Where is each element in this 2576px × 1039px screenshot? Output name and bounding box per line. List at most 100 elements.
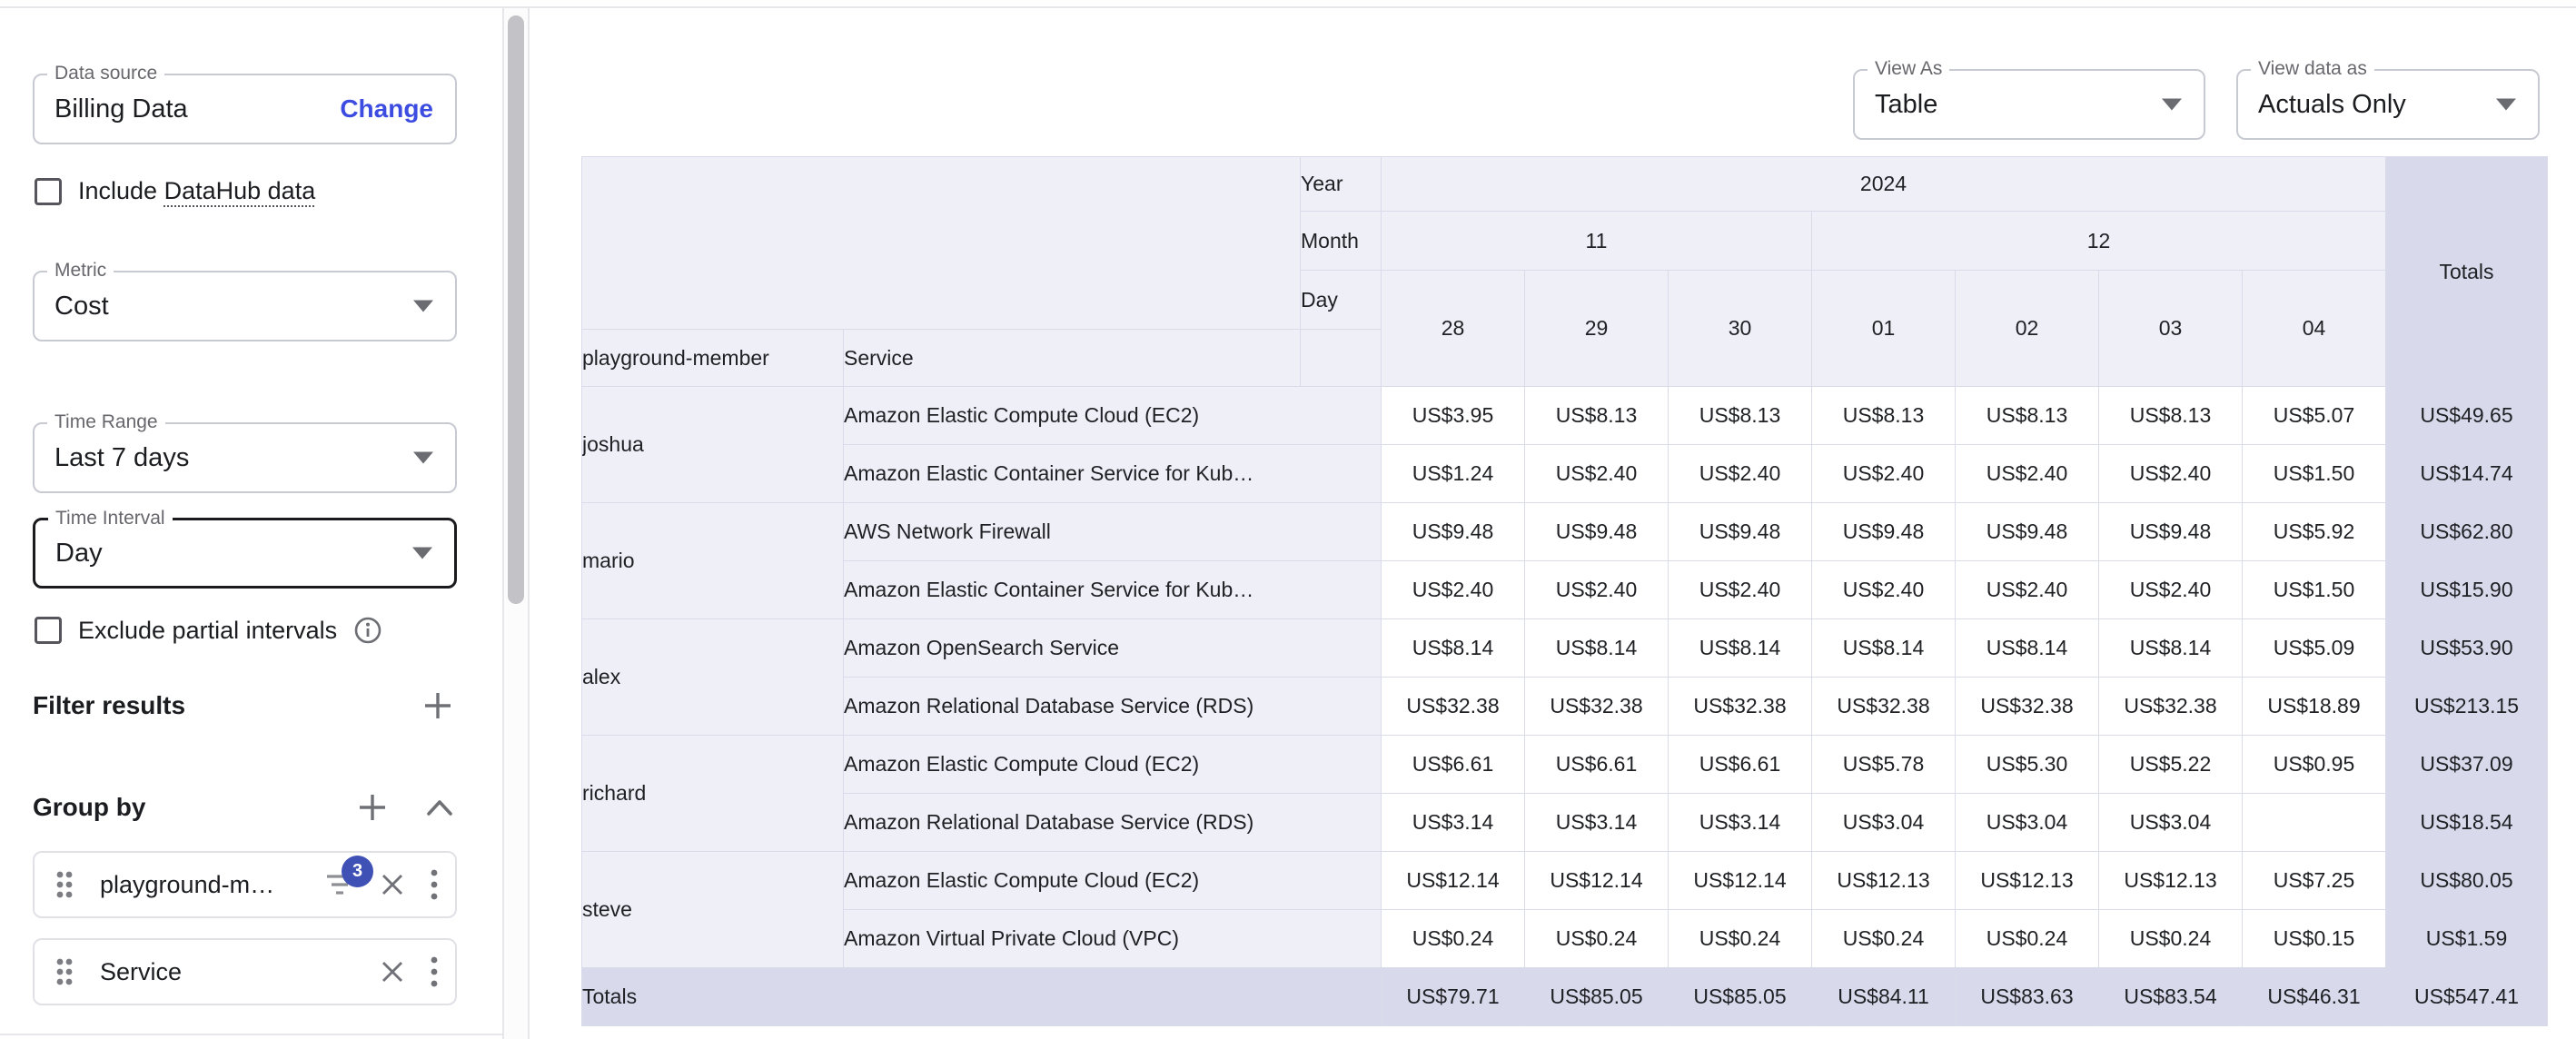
- cost-cell: US$6.61: [1524, 735, 1669, 794]
- table-row: Amazon Elastic Container Service for Kub…: [582, 444, 2548, 503]
- cost-cell: US$2.40: [1668, 560, 1812, 619]
- time-range-value: Last 7 days: [54, 442, 190, 472]
- panel-top-divider: [0, 6, 2576, 8]
- view-data-as-select[interactable]: View data as Actuals Only: [2236, 57, 2540, 140]
- drag-handle-icon[interactable]: [53, 955, 76, 989]
- cost-cell: US$9.48: [1668, 502, 1812, 561]
- view-data-as-value: Actuals Only: [2258, 89, 2406, 119]
- query-sidebar: Data source Billing Data Change Include …: [0, 8, 502, 1039]
- cost-cell: US$9.48: [1811, 502, 1956, 561]
- cost-cell: US$8.14: [1381, 618, 1525, 678]
- chip-menu-button[interactable]: [430, 955, 439, 988]
- cost-cell: US$32.38: [1381, 677, 1525, 736]
- kebab-menu-icon: [431, 869, 438, 900]
- metric-select[interactable]: Metric Cost: [33, 259, 457, 341]
- cost-cell: US$0.24: [2098, 909, 2243, 968]
- datahub-link[interactable]: DataHub data: [163, 177, 316, 204]
- cost-cell: US$7.25: [2242, 851, 2386, 910]
- cost-cell: US$1.24: [1381, 444, 1525, 503]
- time-range-select[interactable]: Time Range Last 7 days: [33, 411, 457, 493]
- plus-icon: [425, 693, 451, 718]
- collapse-group-by-button[interactable]: [422, 796, 457, 819]
- time-range-label: Time Range: [47, 411, 165, 434]
- time-interval-label: Time Interval: [48, 507, 173, 530]
- close-icon: [382, 875, 402, 895]
- time-interval-select[interactable]: Time Interval Day: [33, 507, 457, 589]
- service-cell: Amazon Relational Database Service (RDS): [843, 793, 1382, 852]
- cost-cell: US$8.13: [1524, 386, 1669, 445]
- add-group-by-button[interactable]: [353, 788, 391, 826]
- row-total-cell: US$80.05: [2385, 851, 2548, 910]
- change-data-source-link[interactable]: Change: [340, 94, 433, 123]
- row-total-cell: US$49.65: [2385, 386, 2548, 445]
- cost-cell: US$12.14: [1524, 851, 1669, 910]
- remove-chip-button[interactable]: [379, 871, 406, 898]
- cost-cell: US$2.40: [2098, 560, 2243, 619]
- cost-cell: US$2.40: [1955, 560, 2099, 619]
- cost-cell: US$0.24: [1524, 909, 1669, 968]
- cost-cell: US$18.89: [2242, 677, 2386, 736]
- filter-results-title: Filter results: [33, 691, 186, 719]
- day-header-cell: 28: [1381, 270, 1525, 387]
- chip-menu-button[interactable]: [430, 868, 439, 901]
- group-by-chip-playground-member[interactable]: playground-m… 3: [33, 851, 457, 918]
- cost-cell: US$2.40: [2098, 444, 2243, 503]
- cost-cell: US$5.30: [1955, 735, 2099, 794]
- row-total-cell: US$37.09: [2385, 735, 2548, 794]
- cost-cell: US$9.48: [1524, 502, 1669, 561]
- include-datahub-checkbox[interactable]: [35, 177, 62, 205]
- sidebar-scrollbar[interactable]: [504, 8, 528, 1039]
- totals-cell: US$79.71: [1381, 967, 1525, 1026]
- cost-cell: US$12.14: [1381, 851, 1525, 910]
- chevron-down-icon: [413, 451, 433, 464]
- data-source-value: Billing Data: [54, 94, 188, 124]
- totals-row-label: Totals: [581, 967, 1382, 1026]
- cost-cell: US$1.50: [2242, 444, 2386, 503]
- cost-cell: US$6.61: [1668, 735, 1812, 794]
- month-axis-label: Month: [1300, 211, 1382, 271]
- add-filter-button[interactable]: [419, 687, 457, 725]
- exclude-partial-checkbox[interactable]: [35, 617, 62, 644]
- group-by-header: Group by: [33, 787, 457, 827]
- plus-icon: [360, 795, 385, 820]
- totals-cell: US$83.63: [1955, 967, 2099, 1026]
- metric-value: Cost: [54, 291, 109, 321]
- cost-cell: US$2.40: [1811, 560, 1956, 619]
- table-row: Amazon Relational Database Service (RDS)…: [582, 793, 2548, 852]
- cost-cell: US$9.48: [1381, 502, 1525, 561]
- cost-cell: US$3.14: [1381, 793, 1525, 852]
- chip-filter-button[interactable]: 3: [324, 856, 373, 898]
- chevron-up-icon: [427, 800, 452, 816]
- info-icon[interactable]: [353, 616, 382, 645]
- cost-cell: US$8.13: [1668, 386, 1812, 445]
- cost-cell: US$0.24: [1668, 909, 1812, 968]
- cost-cell: US$3.04: [1955, 793, 2099, 852]
- service-cell: Amazon Elastic Compute Cloud (EC2): [843, 735, 1382, 794]
- drag-handle-icon[interactable]: [53, 867, 76, 902]
- cost-cell: US$2.40: [1381, 560, 1525, 619]
- cost-cell: US$5.78: [1811, 735, 1956, 794]
- service-cell: Amazon OpenSearch Service: [843, 618, 1382, 678]
- chevron-down-icon: [2496, 98, 2516, 111]
- cost-cell: US$0.24: [1381, 909, 1525, 968]
- cost-cell: US$0.24: [1811, 909, 1956, 968]
- data-source-label: Data source: [47, 62, 165, 85]
- view-as-select[interactable]: View As Table: [1853, 57, 2205, 140]
- totals-cell: US$85.05: [1524, 967, 1669, 1026]
- service-column-header: Service: [843, 329, 1301, 387]
- filter-count-badge: 3: [342, 856, 373, 887]
- chevron-down-icon: [2162, 98, 2182, 111]
- table-row: Amazon Virtual Private Cloud (VPC) US$0.2…: [582, 909, 2548, 968]
- group-by-chip-service[interactable]: Service: [33, 938, 457, 1005]
- remove-chip-button[interactable]: [379, 958, 406, 985]
- totals-cell: US$46.31: [2242, 967, 2386, 1026]
- cost-cell: US$2.40: [1811, 444, 1956, 503]
- time-interval-value: Day: [55, 538, 103, 568]
- cost-cell: US$8.14: [1668, 618, 1812, 678]
- member-cell: joshua: [581, 386, 844, 503]
- member-cell: steve: [581, 851, 844, 968]
- service-cell: Amazon Elastic Container Service for Kub…: [843, 560, 1382, 619]
- scrollbar-thumb[interactable]: [508, 15, 524, 604]
- row-total-cell: US$18.54: [2385, 793, 2548, 852]
- cost-cell: US$3.04: [2098, 793, 2243, 852]
